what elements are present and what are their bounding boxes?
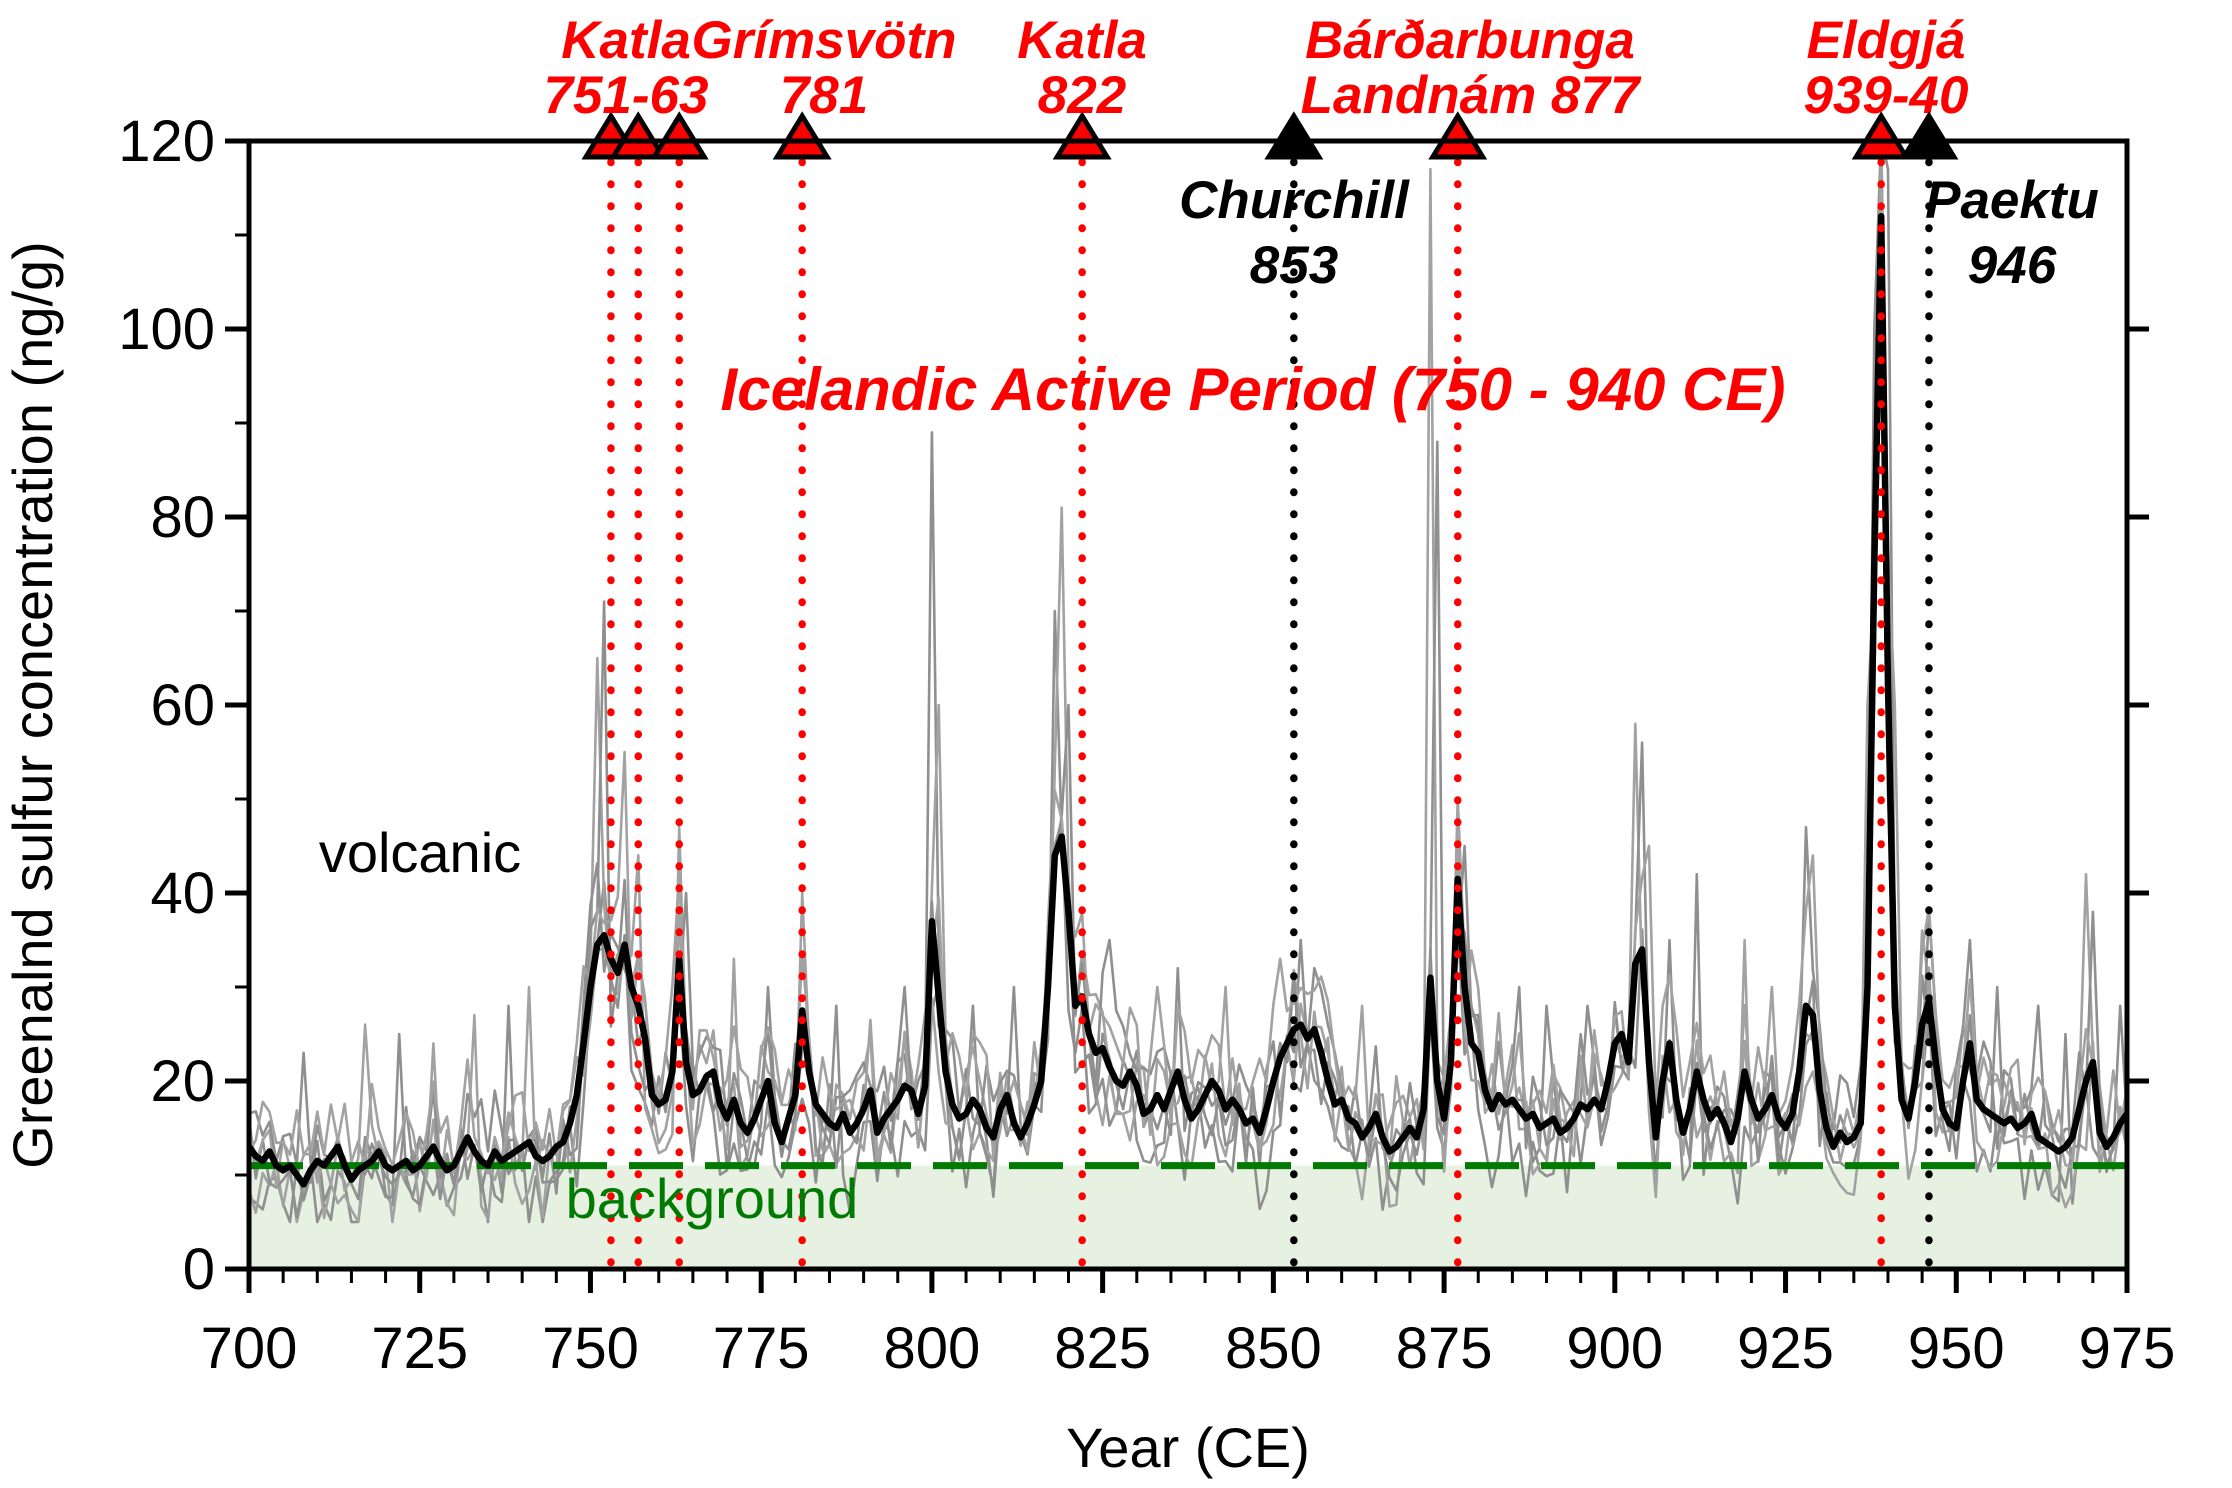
eruption-label-grimsvotn-781-line2: 781 [780,66,868,125]
eruption-label-katla-751-63-line2: 751-63 [543,66,708,125]
y-tick-label-0: 0 [183,1237,215,1302]
eruption-label-katla-822-line2: 822 [1038,66,1126,125]
eruption-label-paektu-946-line2: 946 [1968,236,2057,295]
eruption-label-churchill-853-line2: 853 [1250,236,1338,295]
x-tick-label-725: 725 [371,1316,468,1381]
eruption-label-katla-751-63-line1: Katla [561,11,691,70]
eruption-label-katla-822-line1: Katla [1017,11,1147,70]
eruption-label-paektu-946-line1: Paektu [1925,171,2099,230]
x-tick-label-825: 825 [1054,1316,1151,1381]
eruption-label-eldgja-939-40-line2: 939-40 [1803,66,1968,125]
x-tick-label-925: 925 [1737,1316,1834,1381]
eruption-label-grimsvotn-781-line1: Grímsvötn [691,11,956,70]
chart-title: Icelandic Active Period (750 - 940 CE) [721,356,1786,423]
ice-core-line [249,141,2127,1175]
x-axis-title: Year (CE) [1066,1416,1310,1479]
y-tick-label-80: 80 [150,485,215,550]
plot-area [249,141,2127,1269]
eruption-triangle-757 [608,111,668,160]
y-axis-title: Greenalnd sulfur concentration (ng/g) [1,241,64,1169]
x-tick-label-800: 800 [884,1316,981,1381]
eruption-triangle-939 [1851,111,1911,160]
x-tick-label-775: 775 [713,1316,810,1381]
x-tick-label-950: 950 [1908,1316,2005,1381]
y-tick-label-20: 20 [150,1049,215,1114]
eruption-markers: Katla751-63Grímsvötn781Katla822Churchill… [543,11,2099,1273]
y-tick-label-40: 40 [150,861,215,926]
y-tick-label-120: 120 [118,109,215,174]
eruption-triangle-781 [772,111,832,160]
eruption-label-churchill-853-line1: Churchill [1179,171,1410,230]
eruption-label-bardarbunga-877-line2: Landnám 877 [1301,66,1642,125]
eruption-label-eldgja-939-40-line1: Eldgjá [1806,11,1965,70]
ice-core-line [249,141,2127,1192]
y-tick-label-60: 60 [150,673,215,738]
background-label: background [566,1167,859,1230]
x-tick-label-750: 750 [542,1316,639,1381]
eruption-triangle-822 [1052,111,1112,160]
ice-core-line [249,192,2127,1224]
eruption-triangle-763 [649,111,709,160]
x-tick-label-975: 975 [2079,1316,2176,1381]
mean-sulfur-line [249,212,2127,1188]
volcanic-label: volcanic [319,821,521,884]
eruption-triangle-877 [1428,111,1488,160]
x-tick-label-850: 850 [1225,1316,1322,1381]
x-tick-label-900: 900 [1566,1316,1663,1381]
y-tick-label-100: 100 [118,297,215,362]
background-fill [249,1165,2127,1269]
x-tick-label-700: 700 [201,1316,298,1381]
eruption-triangle-946 [1899,111,1959,160]
eruption-label-bardarbunga-877-line1: Bárðarbunga [1305,11,1635,70]
eruption-triangle-853 [1264,111,1324,160]
x-tick-label-875: 875 [1396,1316,1493,1381]
